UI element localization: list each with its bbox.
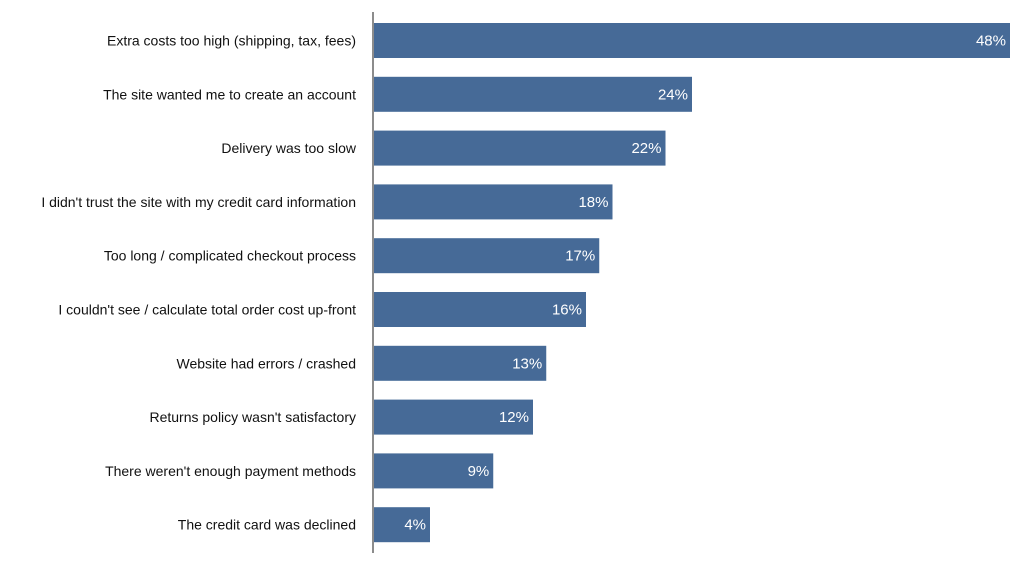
data-label: 13% [512, 355, 542, 372]
category-label: Returns policy wasn't satisfactory [149, 409, 356, 425]
data-label: 16% [552, 302, 582, 319]
data-label: 12% [499, 409, 529, 426]
category-label: I couldn't see / calculate total order c… [58, 302, 356, 318]
data-label: 24% [658, 86, 688, 103]
bar [374, 184, 613, 220]
bar [374, 76, 692, 112]
category-label: The credit card was declined [178, 517, 356, 533]
data-label: 48% [976, 33, 1006, 50]
bar [374, 23, 1010, 58]
bars-group: 48% Extra costs too high (shipping, tax, … [41, 23, 1010, 543]
bar [374, 399, 533, 435]
bar [374, 292, 586, 327]
data-label: 17% [565, 248, 595, 265]
data-label: 9% [468, 463, 490, 480]
category-label: The site wanted me to create an account [103, 86, 356, 102]
category-label: Delivery was too slow [221, 140, 356, 156]
data-label: 4% [404, 517, 426, 534]
data-label: 22% [631, 140, 661, 157]
bar [374, 238, 600, 274]
category-label: Too long / complicated checkout process [104, 248, 356, 264]
data-label: 18% [578, 194, 608, 211]
bar [374, 130, 666, 166]
category-label: Extra costs too high (shipping, tax, fee… [107, 33, 356, 49]
category-label: Website had errors / crashed [177, 355, 357, 371]
bar [374, 453, 494, 489]
category-label: I didn't trust the site with my credit c… [41, 194, 356, 210]
bar [374, 345, 547, 381]
bar [374, 507, 430, 543]
category-label: There weren't enough payment methods [105, 463, 356, 479]
